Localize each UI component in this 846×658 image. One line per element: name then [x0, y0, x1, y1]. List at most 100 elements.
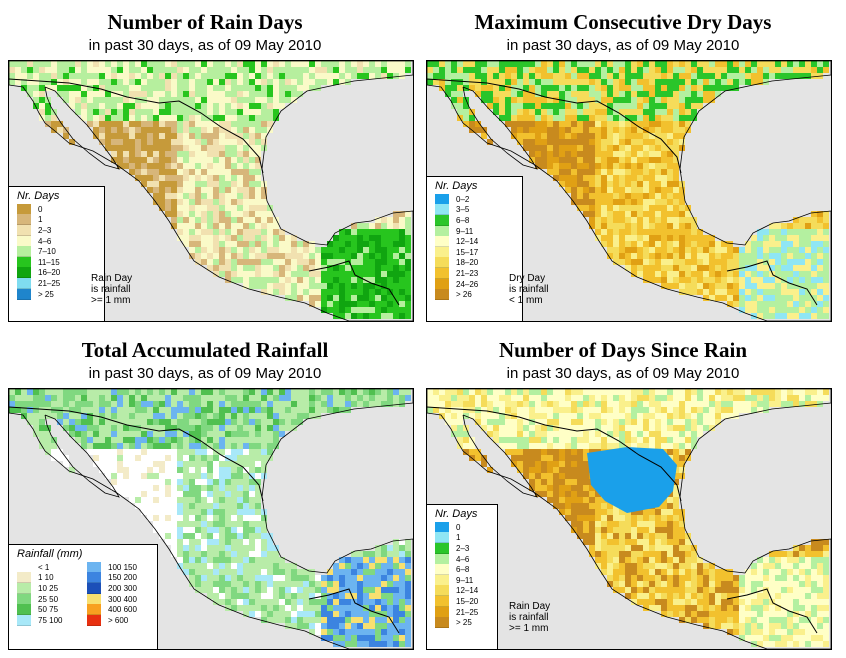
- legend-label: 0–2: [456, 194, 470, 204]
- legend-label: 24–26: [456, 279, 479, 289]
- legend-swatch: [17, 256, 31, 268]
- legend-label: 2–3: [38, 225, 52, 235]
- legend-swatch: [435, 617, 449, 629]
- us-border: [9, 78, 264, 174]
- legend-label: 2–3: [456, 543, 470, 553]
- legend-label: > 25: [456, 618, 472, 628]
- legend-swatch: [87, 572, 101, 584]
- legend-item: 1 10: [9, 572, 79, 584]
- map-total-rainfall: Rainfall (mm) < 1 1 10 10 25 25 50 50 75…: [8, 388, 414, 650]
- legend-label: 15–20: [456, 596, 479, 606]
- legend-item: 21–23: [427, 267, 522, 279]
- grid-cells: [9, 389, 411, 647]
- legend-swatch: [87, 604, 101, 616]
- map-note: Rain Day is rainfall >= 1 mm: [509, 601, 551, 634]
- us-border: [427, 406, 682, 502]
- baja-coast: [44, 414, 120, 498]
- panel-title: Number of Rain Days: [107, 10, 303, 34]
- legend-item: 15–20: [427, 595, 497, 607]
- legend-label: 75 100: [38, 615, 63, 625]
- legend-label: 9–11: [456, 226, 474, 236]
- grid-cells: [427, 61, 829, 319]
- legend-item: 9–11: [427, 574, 497, 586]
- legend-label: 50 75: [38, 605, 59, 615]
- panel-subtitle: in past 30 days, as of 09 May 2010: [506, 365, 740, 382]
- coastline: [427, 389, 831, 649]
- legend-item: 12–14: [427, 236, 522, 248]
- legend-item: 0: [427, 521, 497, 533]
- legend: Nr. Days 0–2 3–5 6–8 9–11 12–14 15–17 18…: [427, 176, 523, 321]
- legend-item: 150 200: [79, 572, 149, 584]
- legend-title: Rainfall (mm): [17, 548, 83, 560]
- map-canvas: [427, 389, 831, 649]
- legend-item: 21–25: [9, 277, 104, 289]
- legend-label: 12–14: [456, 586, 479, 596]
- legend-swatch: [17, 582, 31, 594]
- legend-column-left: < 1 1 10 10 25 25 50 50 75 75 100: [9, 561, 79, 626]
- map-canvas: [427, 61, 831, 321]
- legend-swatch: [435, 267, 449, 279]
- legend: Nr. Days 0 1 2–3 4–6 7–10 11–15 16–20 21…: [9, 186, 105, 321]
- legend-title: Nr. Days: [435, 180, 478, 192]
- legend-item: 16–20: [9, 267, 104, 279]
- legend-swatch: [17, 277, 31, 289]
- legend-item: > 25: [9, 288, 104, 300]
- legend-swatch: [17, 593, 31, 605]
- legend-label: 11–15: [38, 257, 60, 267]
- legend-item: 6–8: [427, 564, 497, 576]
- legend-swatch: [435, 521, 449, 533]
- legend-item: 15–17: [427, 246, 522, 258]
- legend-item: 50 75: [9, 604, 79, 616]
- legend-label: 21–25: [38, 278, 61, 288]
- legend-label: 400 600: [108, 605, 137, 615]
- legend-swatch: [435, 246, 449, 258]
- panel-rain-days: Number of Rain Days in past 30 days, as …: [0, 0, 414, 325]
- coastline: [9, 61, 413, 321]
- panel-subtitle: in past 30 days, as of 09 May 2010: [506, 37, 740, 54]
- legend-column-right: 100 150 150 200 200 300 300 400 400 600 …: [79, 561, 149, 626]
- legend: Nr. Days 0 1 2–3 4–6 6–8 9–11 12–14 15–2…: [427, 504, 498, 649]
- legend-item: < 1: [9, 561, 79, 573]
- legend-label: 1 10: [38, 573, 54, 583]
- legend-label: 1: [38, 215, 43, 225]
- legend-label: 4–6: [456, 554, 470, 564]
- legend-title: Nr. Days: [435, 508, 478, 520]
- legend-swatch: [435, 595, 449, 607]
- legend-item: 1: [9, 214, 104, 226]
- legend-label: > 26: [456, 290, 472, 300]
- legend-item: 200 300: [79, 582, 149, 594]
- legend-item: 18–20: [427, 257, 522, 269]
- legend-label: 6–8: [456, 565, 470, 575]
- panel-total-rainfall: Total Accumulated Rainfall in past 30 da…: [0, 328, 414, 653]
- legend-item: 4–6: [427, 553, 497, 565]
- legend-label: 7–10: [38, 247, 56, 257]
- legend-item: 7–10: [9, 246, 104, 258]
- legend-swatch: [17, 235, 31, 247]
- legend-swatch: [435, 585, 449, 597]
- legend-swatch: [87, 561, 101, 573]
- map-dry-days: Nr. Days 0–2 3–5 6–8 9–11 12–14 15–17 18…: [426, 60, 832, 322]
- legend-swatch: [435, 564, 449, 576]
- legend-label: 300 400: [108, 594, 137, 604]
- legend-item: 1: [427, 532, 497, 544]
- legend-label: > 600: [108, 615, 129, 625]
- legend-swatch: [17, 288, 31, 300]
- panel-subtitle: in past 30 days, as of 09 May 2010: [88, 365, 322, 382]
- legend-swatch: [435, 278, 449, 290]
- coastline: [9, 389, 413, 649]
- legend-label: 12–14: [456, 237, 479, 247]
- legend-label: 3–5: [456, 205, 470, 215]
- legend: Rainfall (mm) < 1 1 10 10 25 25 50 50 75…: [9, 544, 158, 649]
- legend-swatch: [17, 203, 31, 215]
- legend-label: 16–20: [38, 268, 61, 278]
- legend-label: 0: [456, 522, 461, 532]
- legend-label: 200 300: [108, 583, 137, 593]
- legend-item: 21–25: [427, 606, 497, 618]
- legend-item: 10 25: [9, 582, 79, 594]
- legend-item: 9–11: [427, 225, 522, 237]
- legend-item: 0–2: [427, 193, 522, 205]
- central-america-border: [726, 260, 818, 306]
- legend-label: 18–20: [456, 258, 479, 268]
- legend-item: 100 150: [79, 561, 149, 573]
- map-canvas: [9, 61, 413, 321]
